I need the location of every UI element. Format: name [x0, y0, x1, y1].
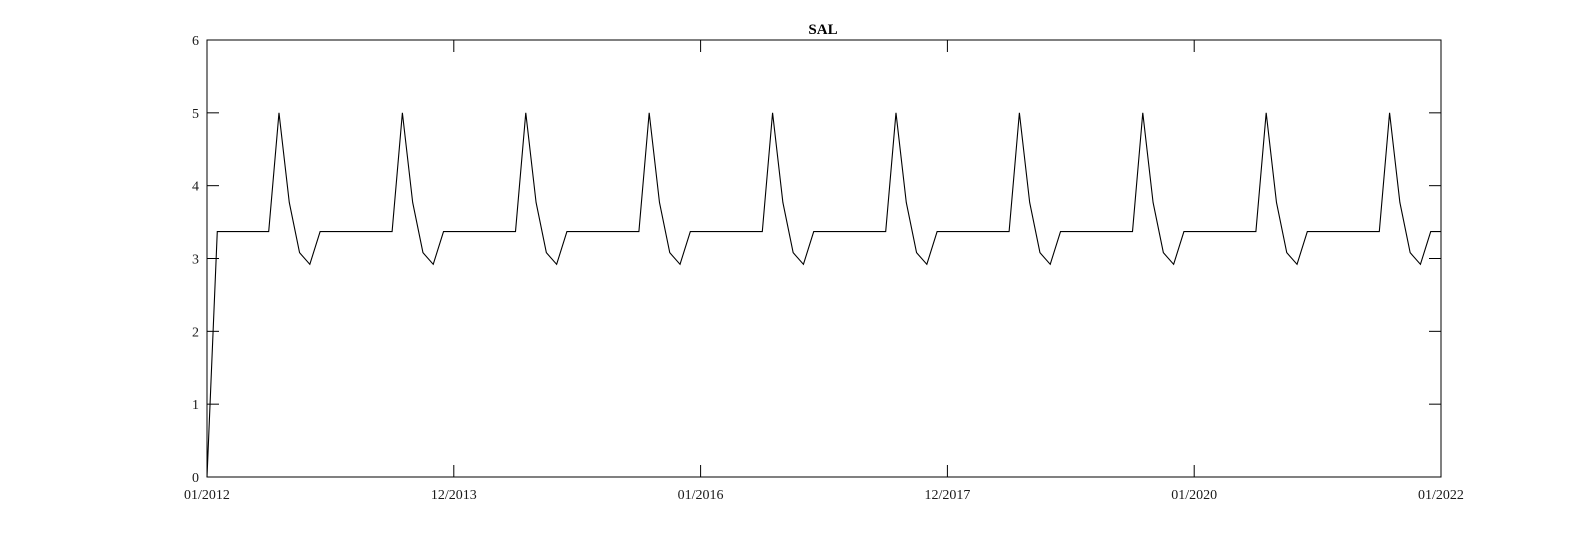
y-tick-label: 5: [192, 107, 199, 122]
x-tick-label: 01/2016: [678, 488, 724, 503]
y-tick-label: 6: [192, 34, 199, 49]
x-tick-label: 01/2022: [1418, 488, 1464, 503]
x-tick-label: 12/2013: [431, 488, 477, 503]
y-axis: 0 1 2 3 4 5 6: [192, 34, 1441, 486]
series-line-sal: [206, 112, 1441, 478]
chart-title: SAL: [808, 22, 837, 38]
plot-area: [206, 39, 1442, 478]
x-tick-label: 01/2020: [1171, 488, 1217, 503]
x-tick-label: 01/2012: [184, 488, 230, 503]
x-tick-label: 12/2017: [924, 488, 970, 503]
y-tick-label: 4: [192, 180, 199, 195]
y-tick-label: 2: [192, 325, 199, 340]
y-tick-label: 0: [192, 471, 199, 486]
y-tick-label: 3: [192, 253, 199, 268]
y-tick-label: 1: [192, 398, 199, 413]
x-axis: 01/2012 12/2013 01/2016 12/2017 01/2020 01/20…: [184, 40, 1464, 503]
